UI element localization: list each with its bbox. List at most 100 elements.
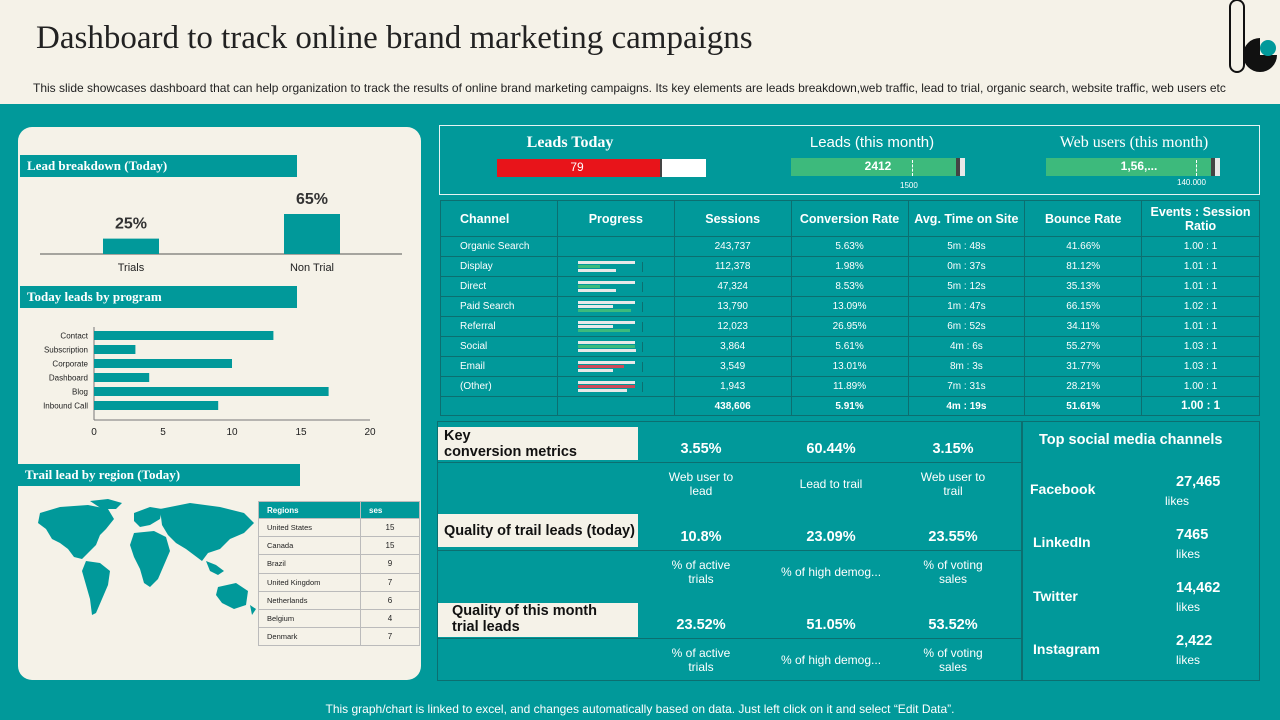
progress-bar [577, 284, 600, 288]
channel-conversion: 5.61% [790, 335, 909, 357]
progress-target-marker [641, 341, 643, 352]
channel-name: Display [440, 255, 558, 277]
progress-bar [577, 348, 636, 352]
channel-table-header: Channel Progress Sessions Conversion Rat… [440, 200, 1260, 237]
progress-bar [577, 344, 635, 348]
metric-head-trail-month: Quality of this month trial leads [438, 603, 638, 637]
social-linkedin-unit: likes [1176, 547, 1201, 561]
lead-breakdown-value-trials: 25% [115, 216, 147, 233]
channel-sessions: 243,737 [673, 236, 792, 257]
channel-events-ratio: 1.01 : 1 [1141, 255, 1260, 277]
channel-bounce: 35.13% [1024, 275, 1143, 297]
channel-header-avg-time: Avg. Time on Site [907, 200, 1026, 237]
social-facebook-name: Facebook [1030, 481, 1096, 497]
world-map-icon [38, 499, 256, 615]
program-bar [94, 387, 329, 396]
channel-bounce: 31.77% [1024, 355, 1143, 377]
channel-conversion: 26.95% [790, 315, 909, 337]
metric-desc: % of active trials [671, 646, 731, 674]
channel-header-sessions: Sessions [673, 200, 792, 237]
metric-desc: % of voting sales [923, 646, 983, 674]
region-sessions: 9 [360, 554, 420, 574]
channel-sessions: 3,549 [673, 355, 792, 377]
channel-bounce: 81.12% [1024, 255, 1143, 277]
program-bar [94, 373, 150, 382]
progress-bar [577, 304, 613, 308]
channel-row: Social 3,864 5.61% 4m : 6s 55.27% 1.03 : 1 [440, 335, 1260, 357]
region-sessions: 7 [360, 572, 420, 592]
progress-bar [577, 268, 616, 272]
program-category-label: Inbound Call [43, 402, 88, 411]
program-tick-label: 0 [91, 427, 97, 438]
region-title: Trail lead by region (Today) [18, 464, 300, 486]
leads-by-program-chart: Contact Subscription Corporate Dashboard Blo… [43, 327, 376, 438]
channel-avg-time: 7m : 31s [907, 375, 1026, 397]
kpi-web-users-target: 140.000 [1177, 178, 1206, 187]
social-twitter-value: 14,462 [1176, 580, 1221, 596]
channel-bounce: 41.66% [1024, 236, 1143, 257]
channel-sessions: 13,790 [673, 295, 792, 317]
metric-desc: % of high demog... [780, 653, 882, 667]
lead-breakdown-bar-trials [103, 238, 159, 254]
channel-name: Organic Search [440, 236, 558, 257]
channel-name: Email [440, 355, 558, 377]
channel-row: Referral 12,023 26.95% 6m : 52s 34.11% 1.01 :… [440, 315, 1260, 337]
channel-events-ratio: 1.00 : 1 [1141, 236, 1260, 257]
metric-desc: Web user to trail [920, 470, 986, 498]
social-instagram-value: 2,422 [1176, 633, 1213, 649]
region-header-regions: Regions [258, 501, 361, 519]
channel-progress [556, 236, 675, 257]
social-instagram-unit: likes [1176, 653, 1201, 667]
channel-events-ratio: 1.01 : 1 [1141, 315, 1260, 337]
metric-value: 60.44% [806, 441, 856, 457]
region-name: Belgium [258, 608, 361, 629]
channel-events-ratio: 1.00 : 1 [1141, 375, 1260, 397]
region-row: Belgium 4 [258, 608, 420, 629]
region-table-header: Regions ses [258, 501, 420, 519]
channel-events-ratio: 1.02 : 1 [1141, 295, 1260, 317]
channel-progress [556, 315, 675, 337]
social-linkedin-name: LinkedIn [1033, 534, 1091, 550]
lead-breakdown-chart: 25% 65% Trials Non Trial [40, 191, 402, 274]
progress-target-marker [641, 281, 643, 292]
program-category-label: Blog [72, 388, 88, 397]
region-name: Netherlands [258, 590, 361, 610]
progress-bar [577, 324, 613, 328]
social-linkedin-value: 7465 [1176, 527, 1209, 543]
program-category-label: Corporate [52, 360, 88, 369]
program-category-label: Subscription [44, 346, 88, 355]
lead-breakdown-value-nontrial: 65% [296, 191, 328, 208]
kpi-leads-month-target: 1500 [900, 181, 918, 190]
kpi-leads-month-label: Leads (this month) [809, 134, 935, 151]
metric-desc: Web user to lead [668, 470, 734, 498]
metric-value: 53.52% [928, 617, 978, 633]
channel-events-ratio: 1.01 : 1 [1141, 275, 1260, 297]
kpi-leads-month-bar: 2412 [791, 158, 965, 176]
page-title: Dashboard to track online brand marketin… [36, 20, 753, 56]
progress-bar [577, 360, 635, 364]
progress-bar [577, 384, 635, 388]
channel-row: Organic Search 243,737 5.63% 5m : 48s 41.66%… [440, 236, 1260, 257]
channel-row: Direct 47,324 8.53% 5m : 12s 35.13% 1.01 : 1 [440, 275, 1260, 297]
channel-progress [556, 335, 675, 357]
channel-bounce: 34.11% [1024, 315, 1143, 337]
region-name: Denmark [258, 627, 361, 647]
channel-name: Paid Search [440, 295, 558, 317]
progress-target-marker [641, 261, 643, 272]
progress-bar [577, 380, 635, 384]
progress-target-marker [641, 321, 643, 332]
channel-row: (Other) 1,943 11.89% 7m : 31s 28.21% 1.00 : 1 [440, 375, 1260, 397]
metric-value: 51.05% [806, 617, 856, 633]
region-name: Brazil [258, 554, 361, 574]
region-name: United Kingdom [258, 572, 361, 592]
total-channel-sessions: 438,606 [673, 395, 792, 417]
region-name: United States [258, 517, 361, 538]
region-sessions: 15 [360, 517, 420, 538]
region-row: United States 15 [258, 517, 420, 538]
channel-conversion: 13.01% [790, 355, 909, 377]
kpi-leads-today-fill [497, 159, 663, 177]
progress-bar [577, 288, 616, 292]
metrics-divider [438, 638, 1023, 639]
channel-header-conversion: Conversion Rate [790, 200, 909, 237]
lead-breakdown-bar-nontrial [284, 214, 340, 254]
